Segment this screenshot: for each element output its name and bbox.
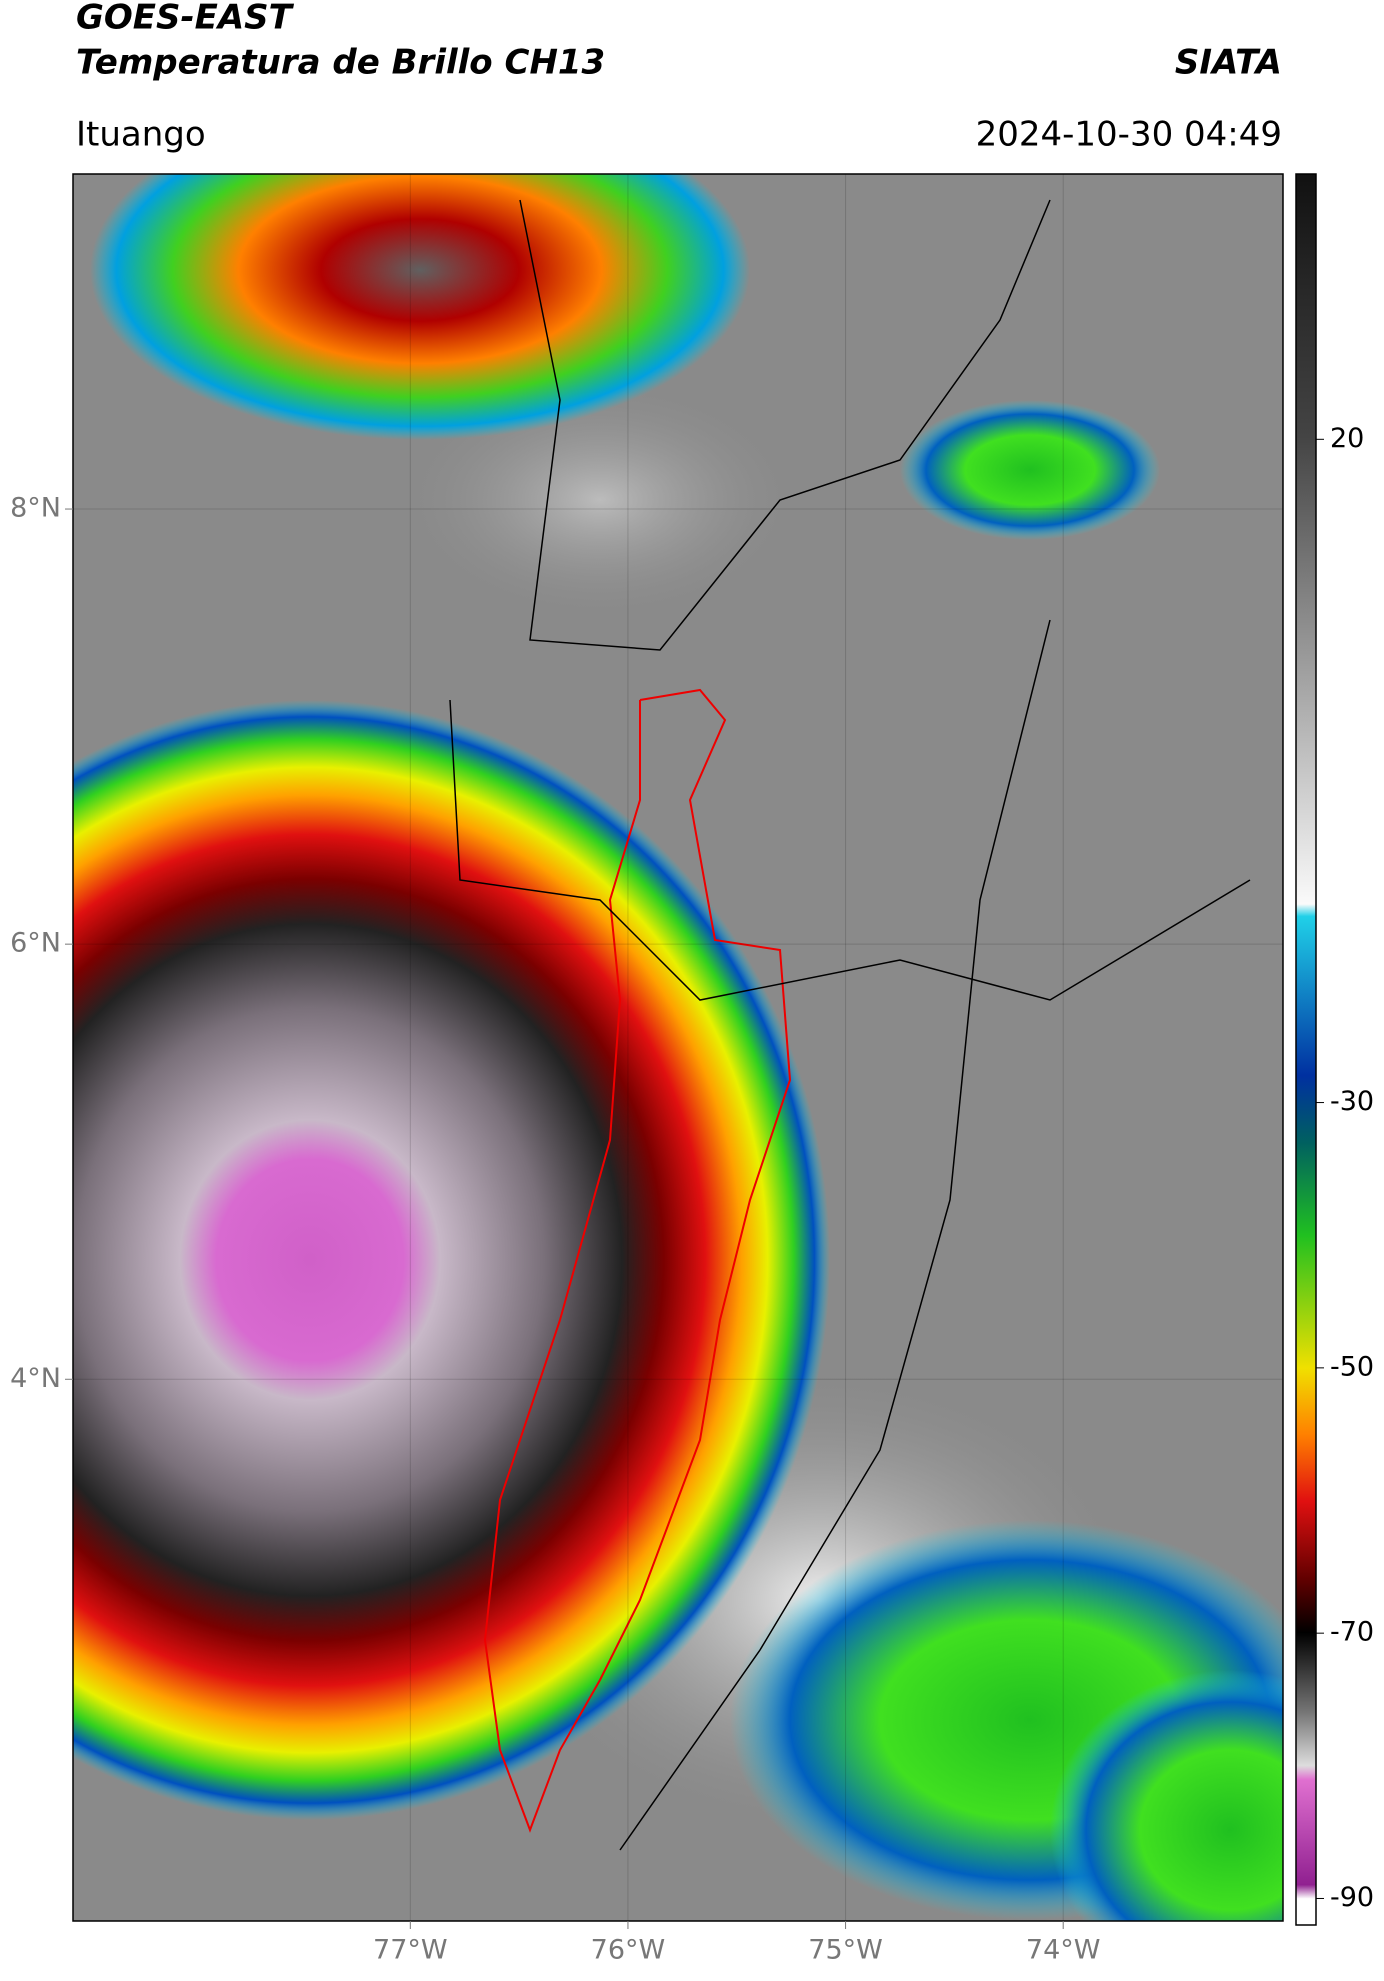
colorbar-tick-label: -50 <box>1330 1351 1374 1382</box>
source: SIATA <box>1175 43 1282 83</box>
colorbar <box>1295 173 1317 1926</box>
title-line2: Temperatura de Brillo CH13 <box>76 43 605 83</box>
x-tick-label: 74°W <box>1026 1935 1101 1966</box>
colorbar-tick-label: 20 <box>1330 423 1364 454</box>
y-tick-label: 8°N <box>10 493 61 524</box>
x-tick-label: 76°W <box>591 1935 666 1966</box>
title-line1: GOES-EAST <box>76 0 295 38</box>
map-frame <box>72 173 1284 1922</box>
y-tick-label: 6°N <box>10 928 61 959</box>
datetime: 2024-10-30 04:49 <box>976 115 1282 155</box>
x-tick-label: 75°W <box>808 1935 883 1966</box>
colorbar-tick-label: -70 <box>1330 1617 1374 1648</box>
colorbar-tick-label: -90 <box>1330 1882 1374 1913</box>
satellite-image <box>73 174 1283 1921</box>
y-tick-label: 4°N <box>10 1363 61 1394</box>
location: Ituango <box>76 115 206 155</box>
colorbar-tick-label: -30 <box>1330 1086 1374 1117</box>
x-tick-label: 77°W <box>373 1935 448 1966</box>
